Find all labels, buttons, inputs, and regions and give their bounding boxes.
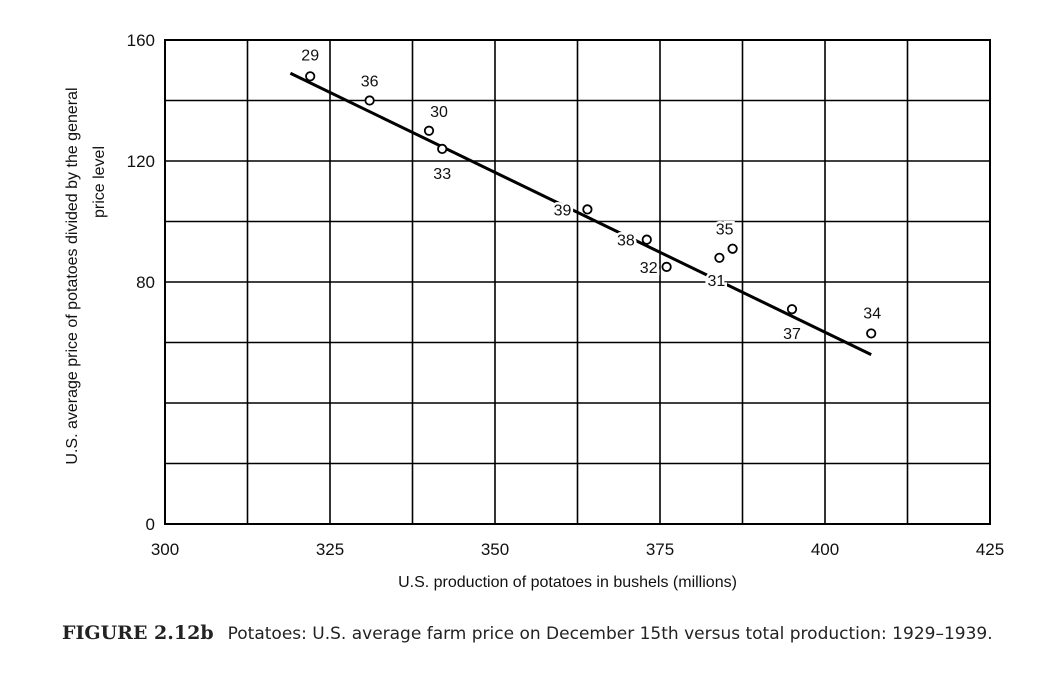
- plot-frame: [164, 39, 991, 525]
- data-point-label-halo: 37: [783, 326, 801, 343]
- y-tick-label: 120: [127, 152, 155, 171]
- data-point-label: 39: [554, 202, 572, 219]
- data-point: [582, 204, 593, 215]
- data-point-label: 34: [863, 305, 881, 322]
- data-point-label: 29: [301, 47, 319, 64]
- y-axis-label-line-2: price level: [91, 146, 108, 218]
- x-tick-label: 425: [976, 540, 1004, 559]
- data-point-label-halo: 32: [640, 260, 658, 277]
- data-point: [866, 328, 877, 339]
- data-point: [641, 234, 652, 245]
- y-tick-label: 80: [136, 273, 155, 292]
- x-tick-label: 400: [811, 540, 839, 559]
- data-point-label: 32: [640, 260, 658, 277]
- x-tick-label: 375: [646, 540, 674, 559]
- y-tick-label: 0: [146, 515, 155, 534]
- data-point-label: 31: [708, 273, 726, 290]
- data-point-label: 35: [716, 222, 734, 239]
- data-points: 2929363630303333393938383535313132323737…: [299, 45, 884, 346]
- data-point-label-halo: 35: [716, 222, 734, 239]
- data-point-label-halo: 38: [617, 233, 635, 250]
- x-tick-labels: 300 325 350 375 400 425: [151, 540, 1004, 559]
- data-point: [423, 125, 435, 136]
- figure-caption: FIGURE 2.12b Potatoes: U.S. average farm …: [62, 622, 1002, 646]
- data-point-label: 36: [361, 74, 379, 91]
- data-point-label-halo: 33: [433, 166, 451, 183]
- caption-text: Potatoes: U.S. average farm price on Dec…: [227, 624, 993, 644]
- x-axis-label: U.S. production of potatoes in bushels (…: [398, 574, 737, 591]
- data-point: [661, 261, 672, 272]
- grid: [165, 40, 990, 524]
- data-point-label-halo: 36: [361, 74, 379, 91]
- data-point-label: 38: [617, 233, 635, 250]
- y-axis-label: U.S. average price of potatoes divided b…: [64, 87, 108, 464]
- data-point-label: 30: [430, 104, 448, 121]
- data-point-label-halo: 30: [430, 104, 448, 121]
- figure-number: FIGURE 2.12b: [62, 622, 214, 644]
- y-axis-label-line-1: U.S. average price of potatoes divided b…: [64, 87, 81, 464]
- data-point-label: 37: [783, 326, 801, 343]
- x-tick-label: 325: [316, 540, 344, 559]
- data-point-label: 33: [433, 166, 451, 183]
- data-point-label-halo: 39: [554, 202, 572, 219]
- y-tick-labels: 0 80 120 160: [127, 31, 155, 534]
- x-tick-label: 300: [151, 540, 179, 559]
- data-point-label-halo: 31: [708, 273, 726, 290]
- regression-line: [289, 71, 872, 356]
- data-point-label-halo: 29: [301, 47, 319, 64]
- data-point: [364, 95, 375, 106]
- data-point: [727, 243, 738, 254]
- x-tick-label: 350: [481, 540, 509, 559]
- data-point: [714, 252, 725, 263]
- data-point-label-halo: 34: [863, 305, 881, 322]
- data-point: [305, 71, 316, 82]
- data-point: [786, 304, 798, 315]
- data-point: [437, 143, 448, 154]
- y-tick-label: 160: [127, 31, 155, 50]
